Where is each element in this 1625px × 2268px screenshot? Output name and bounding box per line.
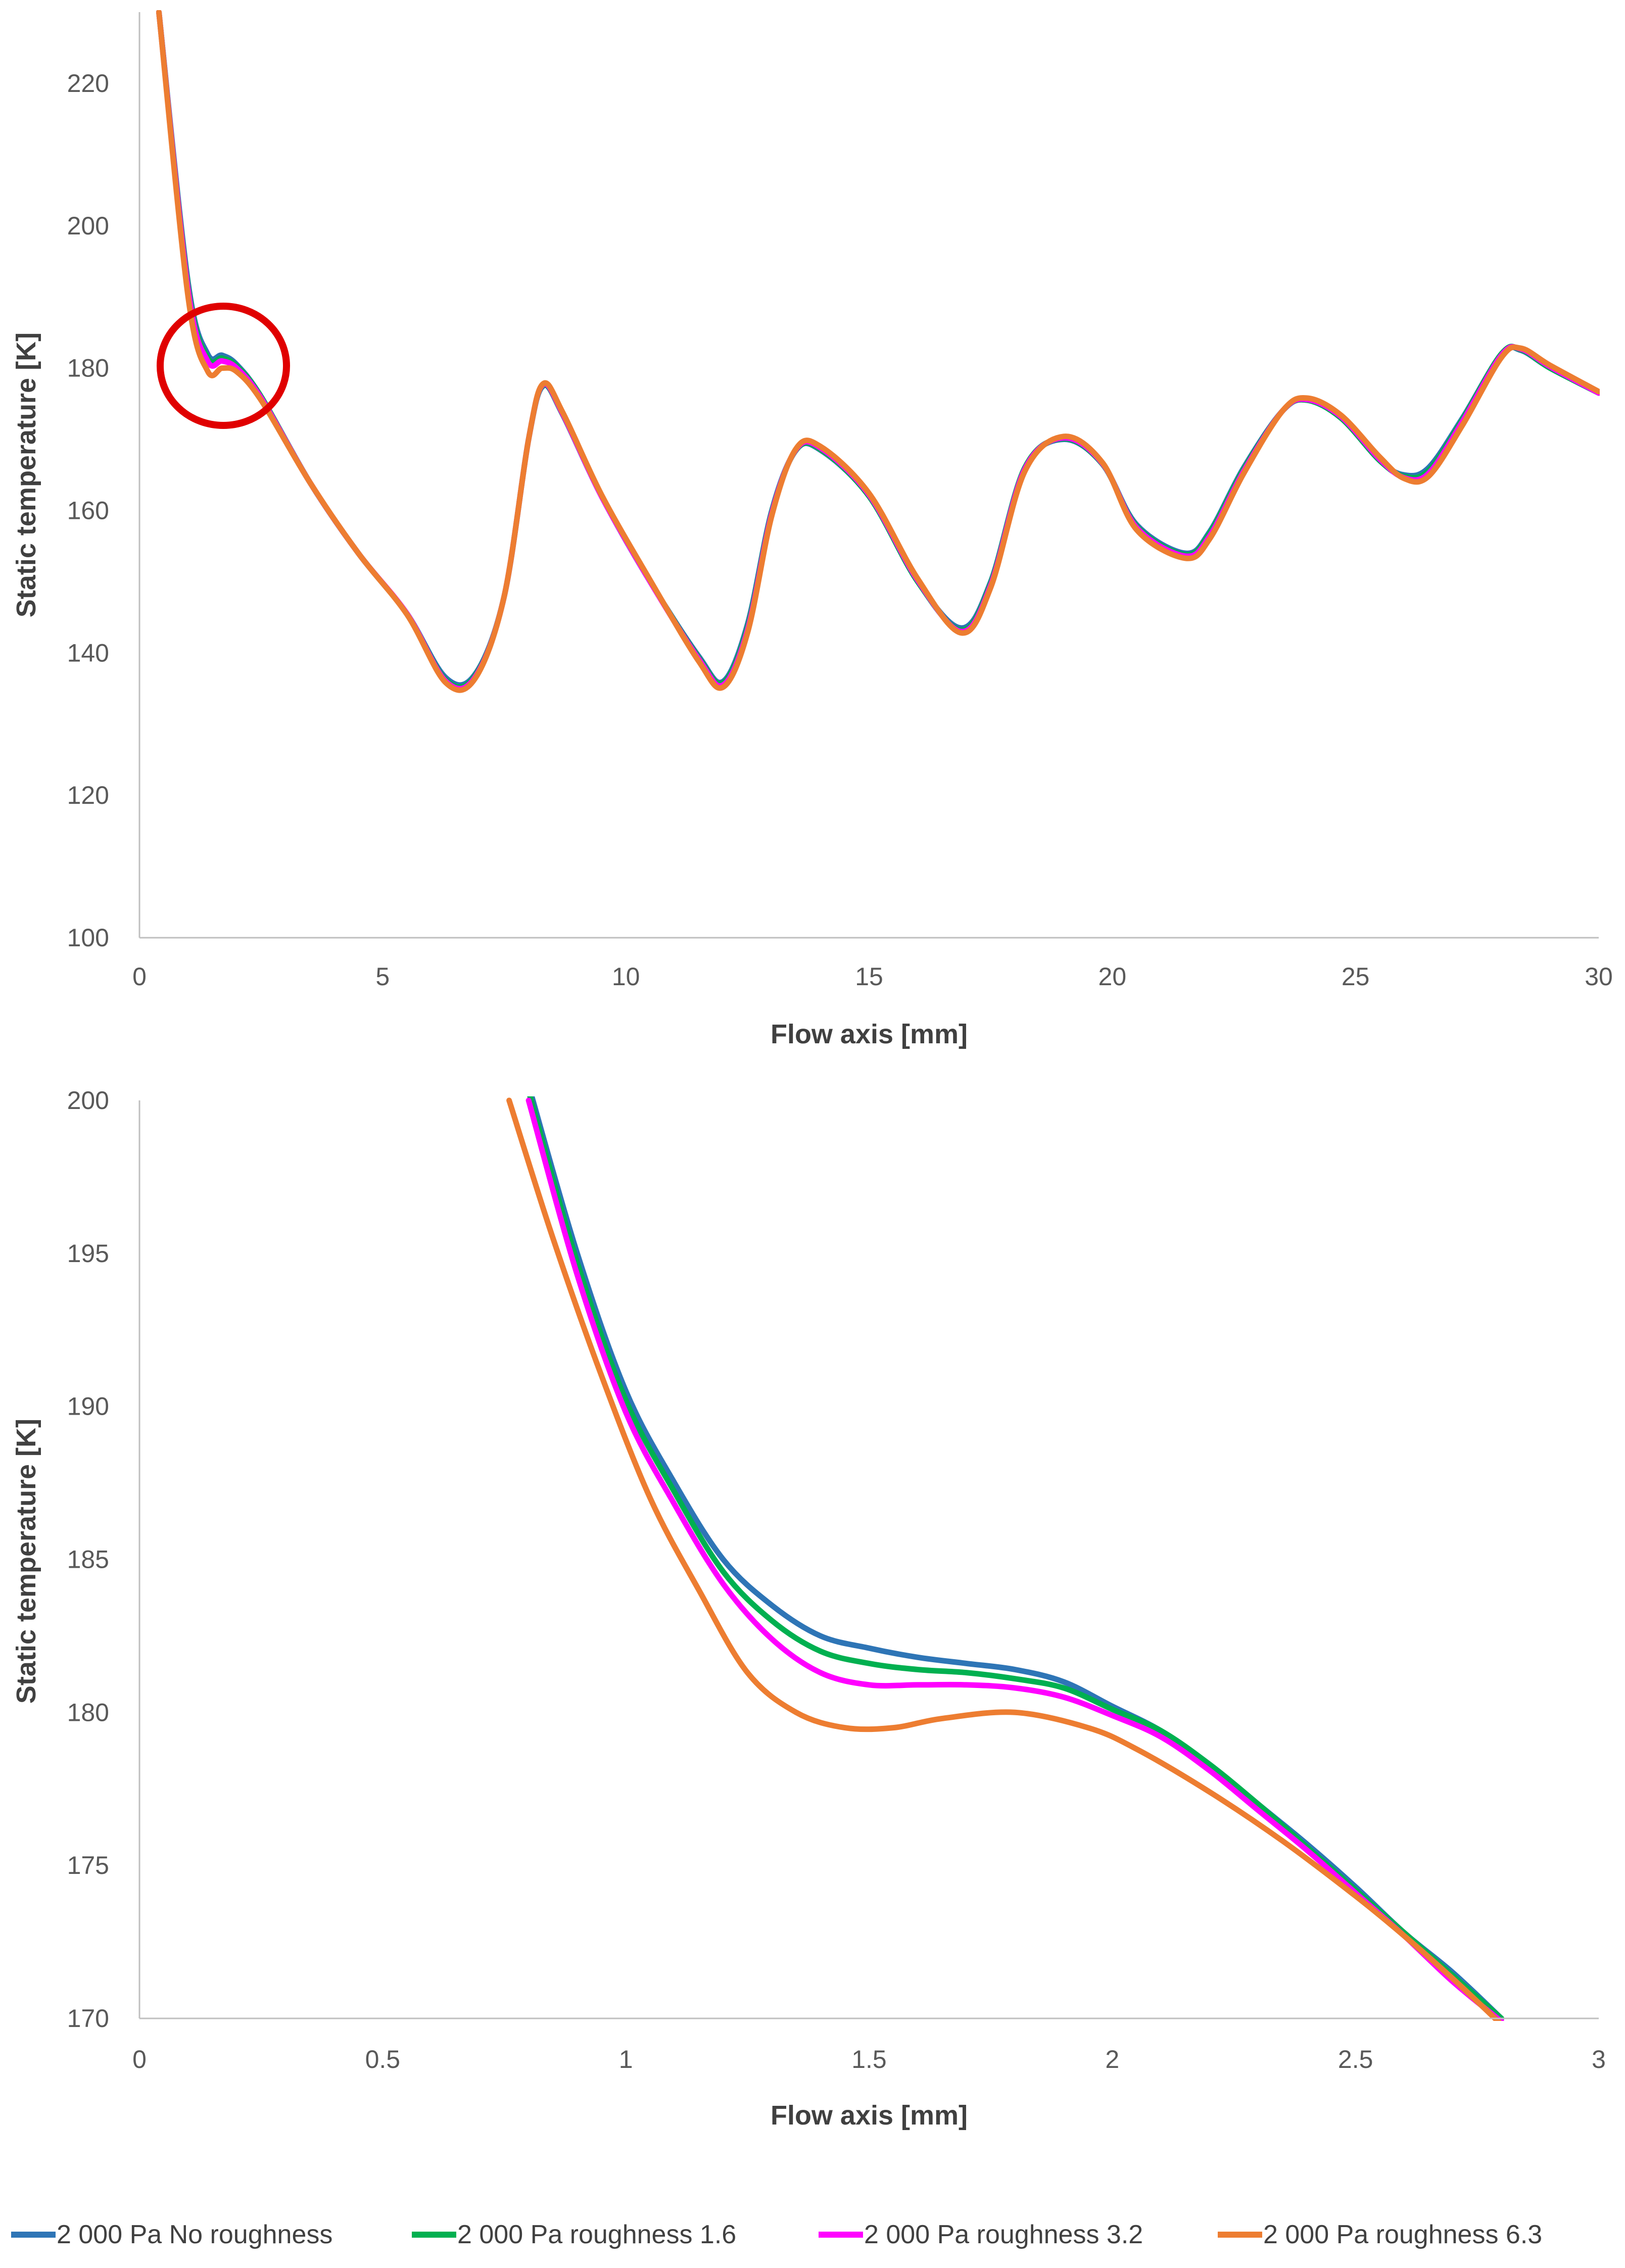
legend-item-2-000-pa-roughness-3-2: 2 000 Pa roughness 3.2 — [819, 2220, 1143, 2249]
bottom-chart-y-tick-label: 175 — [67, 1851, 109, 1879]
top-chart-y-tick-label: 200 — [67, 212, 109, 240]
legend-label: 2 000 Pa roughness 3.2 — [864, 2220, 1143, 2249]
bottom-chart-x-tick-label: 0.5 — [365, 2045, 401, 2073]
bottom-chart-y-tick-label: 200 — [67, 1086, 109, 1115]
bottom-chart-y-axis-label: Static temperature [K] — [11, 1419, 41, 1704]
bottom-chart-y-tick-label: 170 — [67, 2004, 109, 2033]
bottom-chart-x-tick-label: 3 — [1592, 2045, 1606, 2073]
bottom-chart: 170 175 180 185 190 195 200 0 0.5 1 1.5 2 2.5 3 Flow… — [11, 1086, 1606, 2131]
bottom-chart-x-tick-label: 2 — [1105, 2045, 1119, 2073]
top-chart-series-2-000-pa-roughness-3-2 — [156, 10, 1600, 692]
top-chart-x-tick-label: 30 — [1585, 962, 1613, 991]
legend-label: 2 000 Pa roughness 1.6 — [457, 2220, 736, 2249]
bottom-chart-x-tick-label: 1.5 — [851, 2045, 887, 2073]
bottom-chart-series-2-000-pa-roughness-1-6 — [527, 1096, 1504, 2021]
top-chart-series-2-000-pa-roughness-6-3 — [156, 10, 1600, 693]
bottom-chart-x-axis-label: Flow axis [mm] — [771, 2100, 968, 2131]
top-chart-x-tick-label: 15 — [855, 962, 883, 991]
top-chart-y-tick-label: 100 — [67, 924, 109, 952]
bottom-chart-series-2-000-pa-roughness-3-2 — [525, 1097, 1504, 2021]
bottom-chart-y-tick-label: 195 — [67, 1239, 109, 1268]
bottom-chart-series-2-000-pa-roughness-6-3 — [506, 1097, 1502, 2021]
top-chart-x-tick-label: 0 — [132, 962, 147, 991]
top-chart-x-tick-label: 20 — [1098, 962, 1127, 991]
top-chart-series-2-000-pa-no-roughness — [156, 10, 1600, 688]
bottom-chart-y-tick-label: 190 — [67, 1392, 109, 1421]
legend-label: 2 000 Pa roughness 6.3 — [1263, 2220, 1542, 2249]
top-chart-x-tick-label: 5 — [375, 962, 390, 991]
legend-item-2-000-pa-no-roughness: 2 000 Pa No roughness — [11, 2220, 332, 2249]
top-chart-x-tick-label: 10 — [612, 962, 640, 991]
top-chart-y-tick-label: 120 — [67, 781, 109, 809]
top-chart-y-axis-label: Static temperature [K] — [11, 332, 41, 617]
top-chart-y-tick-label: 180 — [67, 354, 109, 382]
top-chart-y-tick-label: 160 — [67, 496, 109, 524]
top-chart-y-tick-label: 220 — [67, 69, 109, 98]
bottom-chart-y-tick-label: 180 — [67, 1698, 109, 1726]
bottom-chart-y-tick-label: 185 — [67, 1546, 109, 1574]
bottom-chart-x-tick-label: 2.5 — [1338, 2045, 1373, 2073]
highlight-circle-annotation — [157, 303, 290, 429]
bottom-chart-x-tick-label: 1 — [619, 2045, 633, 2073]
legend-label: 2 000 Pa No roughness — [57, 2220, 332, 2249]
top-chart-series-2-000-pa-roughness-1-6 — [156, 10, 1600, 690]
legend-item-2-000-pa-roughness-1-6: 2 000 Pa roughness 1.6 — [412, 2220, 736, 2249]
top-chart-x-axis-label: Flow axis [mm] — [771, 1019, 968, 1049]
top-chart-x-tick-label: 25 — [1342, 962, 1370, 991]
top-chart: 100 120 140 160 180 200 220 0 5 10 15 20 25 30 Flow … — [11, 10, 1613, 1049]
legend-item-2-000-pa-roughness-6-3: 2 000 Pa roughness 6.3 — [1218, 2220, 1542, 2249]
top-chart-y-tick-label: 140 — [67, 639, 109, 667]
legend: 2 000 Pa No roughness 2 000 Pa roughness … — [11, 2220, 1542, 2249]
bottom-chart-x-tick-label: 0 — [132, 2045, 147, 2073]
